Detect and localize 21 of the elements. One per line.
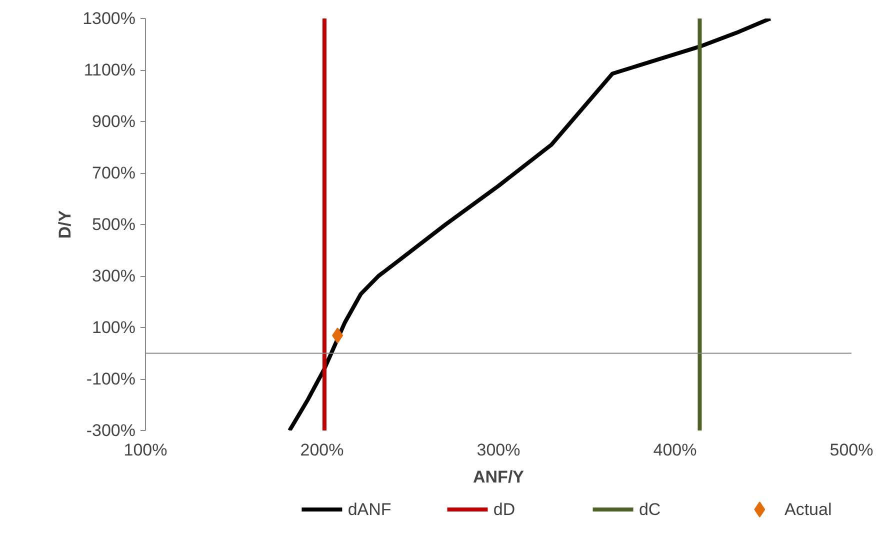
x-tick-label: 200% bbox=[300, 440, 344, 460]
legend-label: Actual bbox=[784, 500, 832, 519]
legend-label: dANF bbox=[348, 500, 392, 519]
line-series bbox=[288, 18, 772, 430]
x-tick-label: 300% bbox=[476, 440, 520, 460]
y-tick-label: -100% bbox=[86, 370, 136, 388]
y-tick-label: 500% bbox=[92, 215, 136, 234]
y-tick-label: 900% bbox=[92, 112, 136, 131]
y-axis-title: D/Y bbox=[56, 210, 75, 239]
y-tick-label: 1100% bbox=[84, 60, 136, 80]
y-tick-label: -300% bbox=[86, 421, 136, 440]
y-tick-label: 300% bbox=[92, 266, 136, 286]
x-axis-title: ANF/Y bbox=[473, 468, 525, 486]
y-tick-label: 100% bbox=[92, 318, 136, 337]
y-tick-label: 1300% bbox=[82, 9, 136, 28]
x-tick-label: 100% bbox=[124, 440, 168, 460]
y-tick-label: 700% bbox=[92, 164, 136, 182]
legend-label: dC bbox=[638, 500, 661, 519]
x-tick-label: 400% bbox=[653, 440, 697, 460]
x-tick-label: 500% bbox=[830, 440, 874, 460]
legend-label: dD bbox=[493, 500, 516, 519]
